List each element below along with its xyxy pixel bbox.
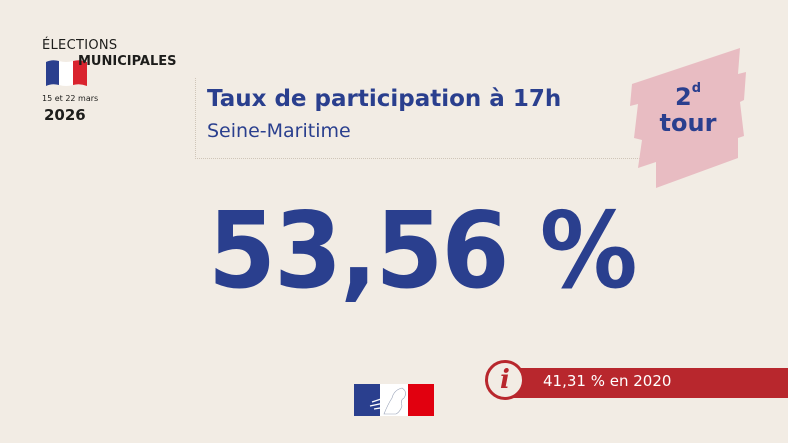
republique-francaise-logo	[354, 384, 434, 416]
tour-label: 2d tour	[628, 80, 748, 136]
tour-number: 2d	[674, 81, 701, 111]
participation-rate: 53,56 %	[208, 190, 638, 312]
page-title: Taux de participation à 17h	[207, 86, 562, 112]
badge-background-shape	[630, 48, 746, 188]
logo-line-elections: ÉLECTIONS	[42, 38, 118, 53]
tour-badge: 2d tour	[628, 40, 748, 190]
logo-dates: 15 et 22 mars	[42, 94, 99, 103]
info-icon: i	[485, 360, 525, 400]
french-flag-icon	[46, 60, 87, 86]
title-box: Taux de participation à 17h Seine-Mariti…	[195, 78, 666, 159]
elections-logo: ÉLECTIONS MUNICIPALES 15 et 22 mars 2026	[38, 36, 198, 126]
previous-rate-text: 41,31 % en 2020	[543, 372, 672, 390]
logo-year: 2026	[44, 106, 86, 124]
logo-line-municipales: MUNICIPALES	[78, 54, 177, 69]
tour-word: tour	[659, 109, 717, 137]
department-subtitle: Seine-Maritime	[207, 120, 351, 142]
info-glyph: i	[500, 365, 510, 395]
info-bar	[505, 368, 788, 398]
